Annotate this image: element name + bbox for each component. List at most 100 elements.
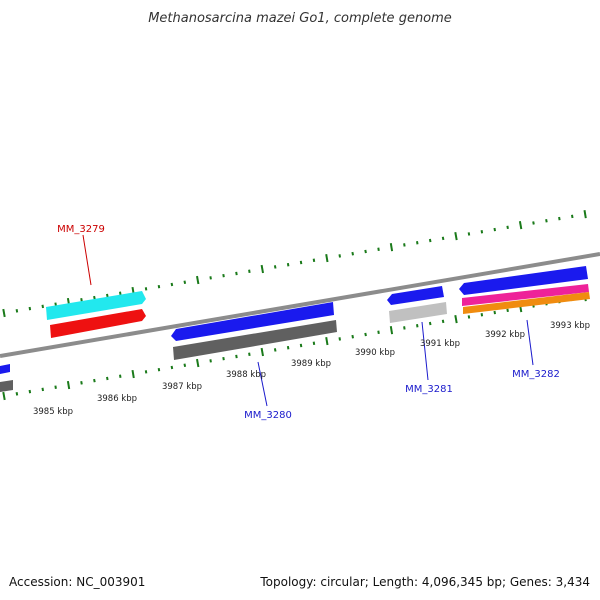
- outer-tick-34: [441, 236, 445, 241]
- inner-tick-18: [235, 354, 238, 359]
- inner-tick-30: [389, 326, 394, 335]
- leader-mm3279: [82, 234, 92, 286]
- outer-tick-row: [2, 210, 587, 318]
- outer-tick-31: [403, 243, 406, 247]
- tick-label-3987: 3987 kbp: [162, 382, 202, 392]
- inner-tick-36: [467, 315, 471, 319]
- inner-tick-4: [54, 385, 57, 389]
- outer-tick-12: [157, 284, 161, 289]
- tick-label-3993: 3993 kbp: [550, 321, 590, 331]
- tick-label-3992: 3992 kbp: [485, 330, 525, 340]
- gene-label-mm3280[interactable]: MM_3280: [244, 410, 292, 421]
- inner-tick-1: [15, 392, 19, 396]
- cds-mm3282-blue[interactable]: [459, 266, 588, 295]
- outer-tick-33: [428, 238, 432, 243]
- inner-tick-39: [506, 308, 509, 313]
- map-title: Methanosarcina mazei Go1, complete genom…: [148, 11, 452, 26]
- inner-tick-7: [93, 378, 96, 383]
- tick-label-3990: 3990 kbp: [355, 348, 395, 358]
- outer-tick-38: [493, 227, 496, 232]
- outer-tick-20: [260, 264, 264, 274]
- tick-label-3989: 3989 kbp: [291, 359, 331, 369]
- inner-tick-35: [454, 315, 458, 324]
- inner-tick-24: [312, 341, 316, 346]
- tick-label-3988: 3988 kbp: [226, 370, 266, 380]
- outer-tick-4: [54, 302, 57, 306]
- tick-label-3985: 3985 kbp: [33, 407, 73, 417]
- tick-label-3991: 3991 kbp: [420, 339, 460, 349]
- leader-mm3280: [257, 361, 268, 407]
- cds-mm3281-gray[interactable]: [389, 302, 447, 323]
- outer-tick-43: [558, 216, 561, 221]
- outer-tick-7: [93, 295, 96, 300]
- outer-tick-36: [467, 232, 471, 236]
- inner-tick-14: [183, 363, 187, 367]
- outer-tick-2: [28, 306, 32, 311]
- inner-tick-2: [28, 389, 32, 394]
- cds-mm3282-orange[interactable]: [463, 292, 590, 314]
- outer-tick-17: [222, 273, 225, 278]
- inner-tick-34: [441, 319, 445, 324]
- inner-tick-28: [364, 332, 367, 337]
- accession-text: Accession: NC_003901: [9, 575, 145, 589]
- inner-tick-37: [480, 313, 484, 317]
- outer-tick-32: [416, 241, 419, 245]
- outer-tick-29: [377, 247, 380, 252]
- cds-mm3282-magenta[interactable]: [462, 284, 589, 306]
- inner-tick-16: [209, 359, 212, 363]
- cds-edge-left-gray[interactable]: [0, 380, 13, 392]
- cds-mm3281-blue[interactable]: [387, 286, 444, 305]
- outer-tick-11: [144, 287, 148, 291]
- gene-label-mm3279[interactable]: MM_3279: [57, 224, 105, 235]
- outer-tick-14: [183, 280, 187, 284]
- cds-mm3280-blue[interactable]: [171, 302, 334, 341]
- outer-tick-6: [80, 298, 83, 302]
- gene-label-mm3282[interactable]: MM_3282: [512, 369, 560, 380]
- inner-tick-29: [377, 330, 380, 335]
- inner-tick-17: [222, 356, 225, 361]
- outer-tick-18: [235, 271, 238, 276]
- inner-tick-5: [66, 380, 71, 390]
- outer-tick-39: [506, 225, 509, 230]
- outer-tick-42: [545, 219, 548, 223]
- inner-tick-23: [299, 343, 303, 348]
- inner-tick-25: [325, 337, 329, 346]
- inner-tick-22: [286, 345, 290, 350]
- outer-tick-15: [196, 275, 200, 285]
- outer-tick-3: [41, 304, 44, 309]
- outer-tick-37: [480, 230, 484, 234]
- outer-tick-44: [571, 214, 574, 219]
- outer-tick-9: [119, 291, 122, 295]
- cds-edge-left-blue[interactable]: [0, 364, 10, 374]
- outer-tick-19: [248, 269, 251, 274]
- outer-tick-21: [273, 265, 277, 269]
- inner-tick-10: [131, 369, 135, 379]
- outer-tick-25: [325, 254, 329, 263]
- outer-tick-8: [106, 293, 109, 298]
- outer-tick-13: [170, 282, 174, 287]
- inner-tick-26: [338, 337, 341, 341]
- cds-mm3279-red[interactable]: [50, 309, 146, 338]
- inner-tick-8: [106, 376, 109, 381]
- inner-tick-0: [2, 391, 6, 401]
- leader-mm3281: [421, 321, 429, 381]
- inner-tick-33: [428, 321, 432, 326]
- inner-tick-32: [416, 324, 419, 328]
- cds-mm3279-cyan[interactable]: [46, 291, 146, 320]
- inner-tick-12: [157, 367, 161, 372]
- outer-tick-30: [389, 243, 394, 252]
- inner-tick-6: [80, 381, 83, 385]
- genome-backbone: [0, 252, 600, 358]
- cds-mm3280-gray[interactable]: [173, 320, 337, 360]
- outer-tick-35: [454, 232, 458, 241]
- inner-tick-13: [170, 365, 174, 370]
- gene-label-mm3281[interactable]: MM_3281: [405, 384, 453, 395]
- inner-tick-9: [119, 374, 122, 378]
- inner-tick-row: [2, 293, 587, 401]
- outer-tick-27: [351, 251, 354, 256]
- inner-tick-15: [196, 358, 200, 368]
- genome-summary-text: Topology: circular; Length: 4,096,345 bp…: [259, 575, 590, 589]
- inner-tick-31: [403, 326, 406, 330]
- inner-tick-11: [144, 370, 148, 374]
- inner-tick-27: [351, 334, 354, 339]
